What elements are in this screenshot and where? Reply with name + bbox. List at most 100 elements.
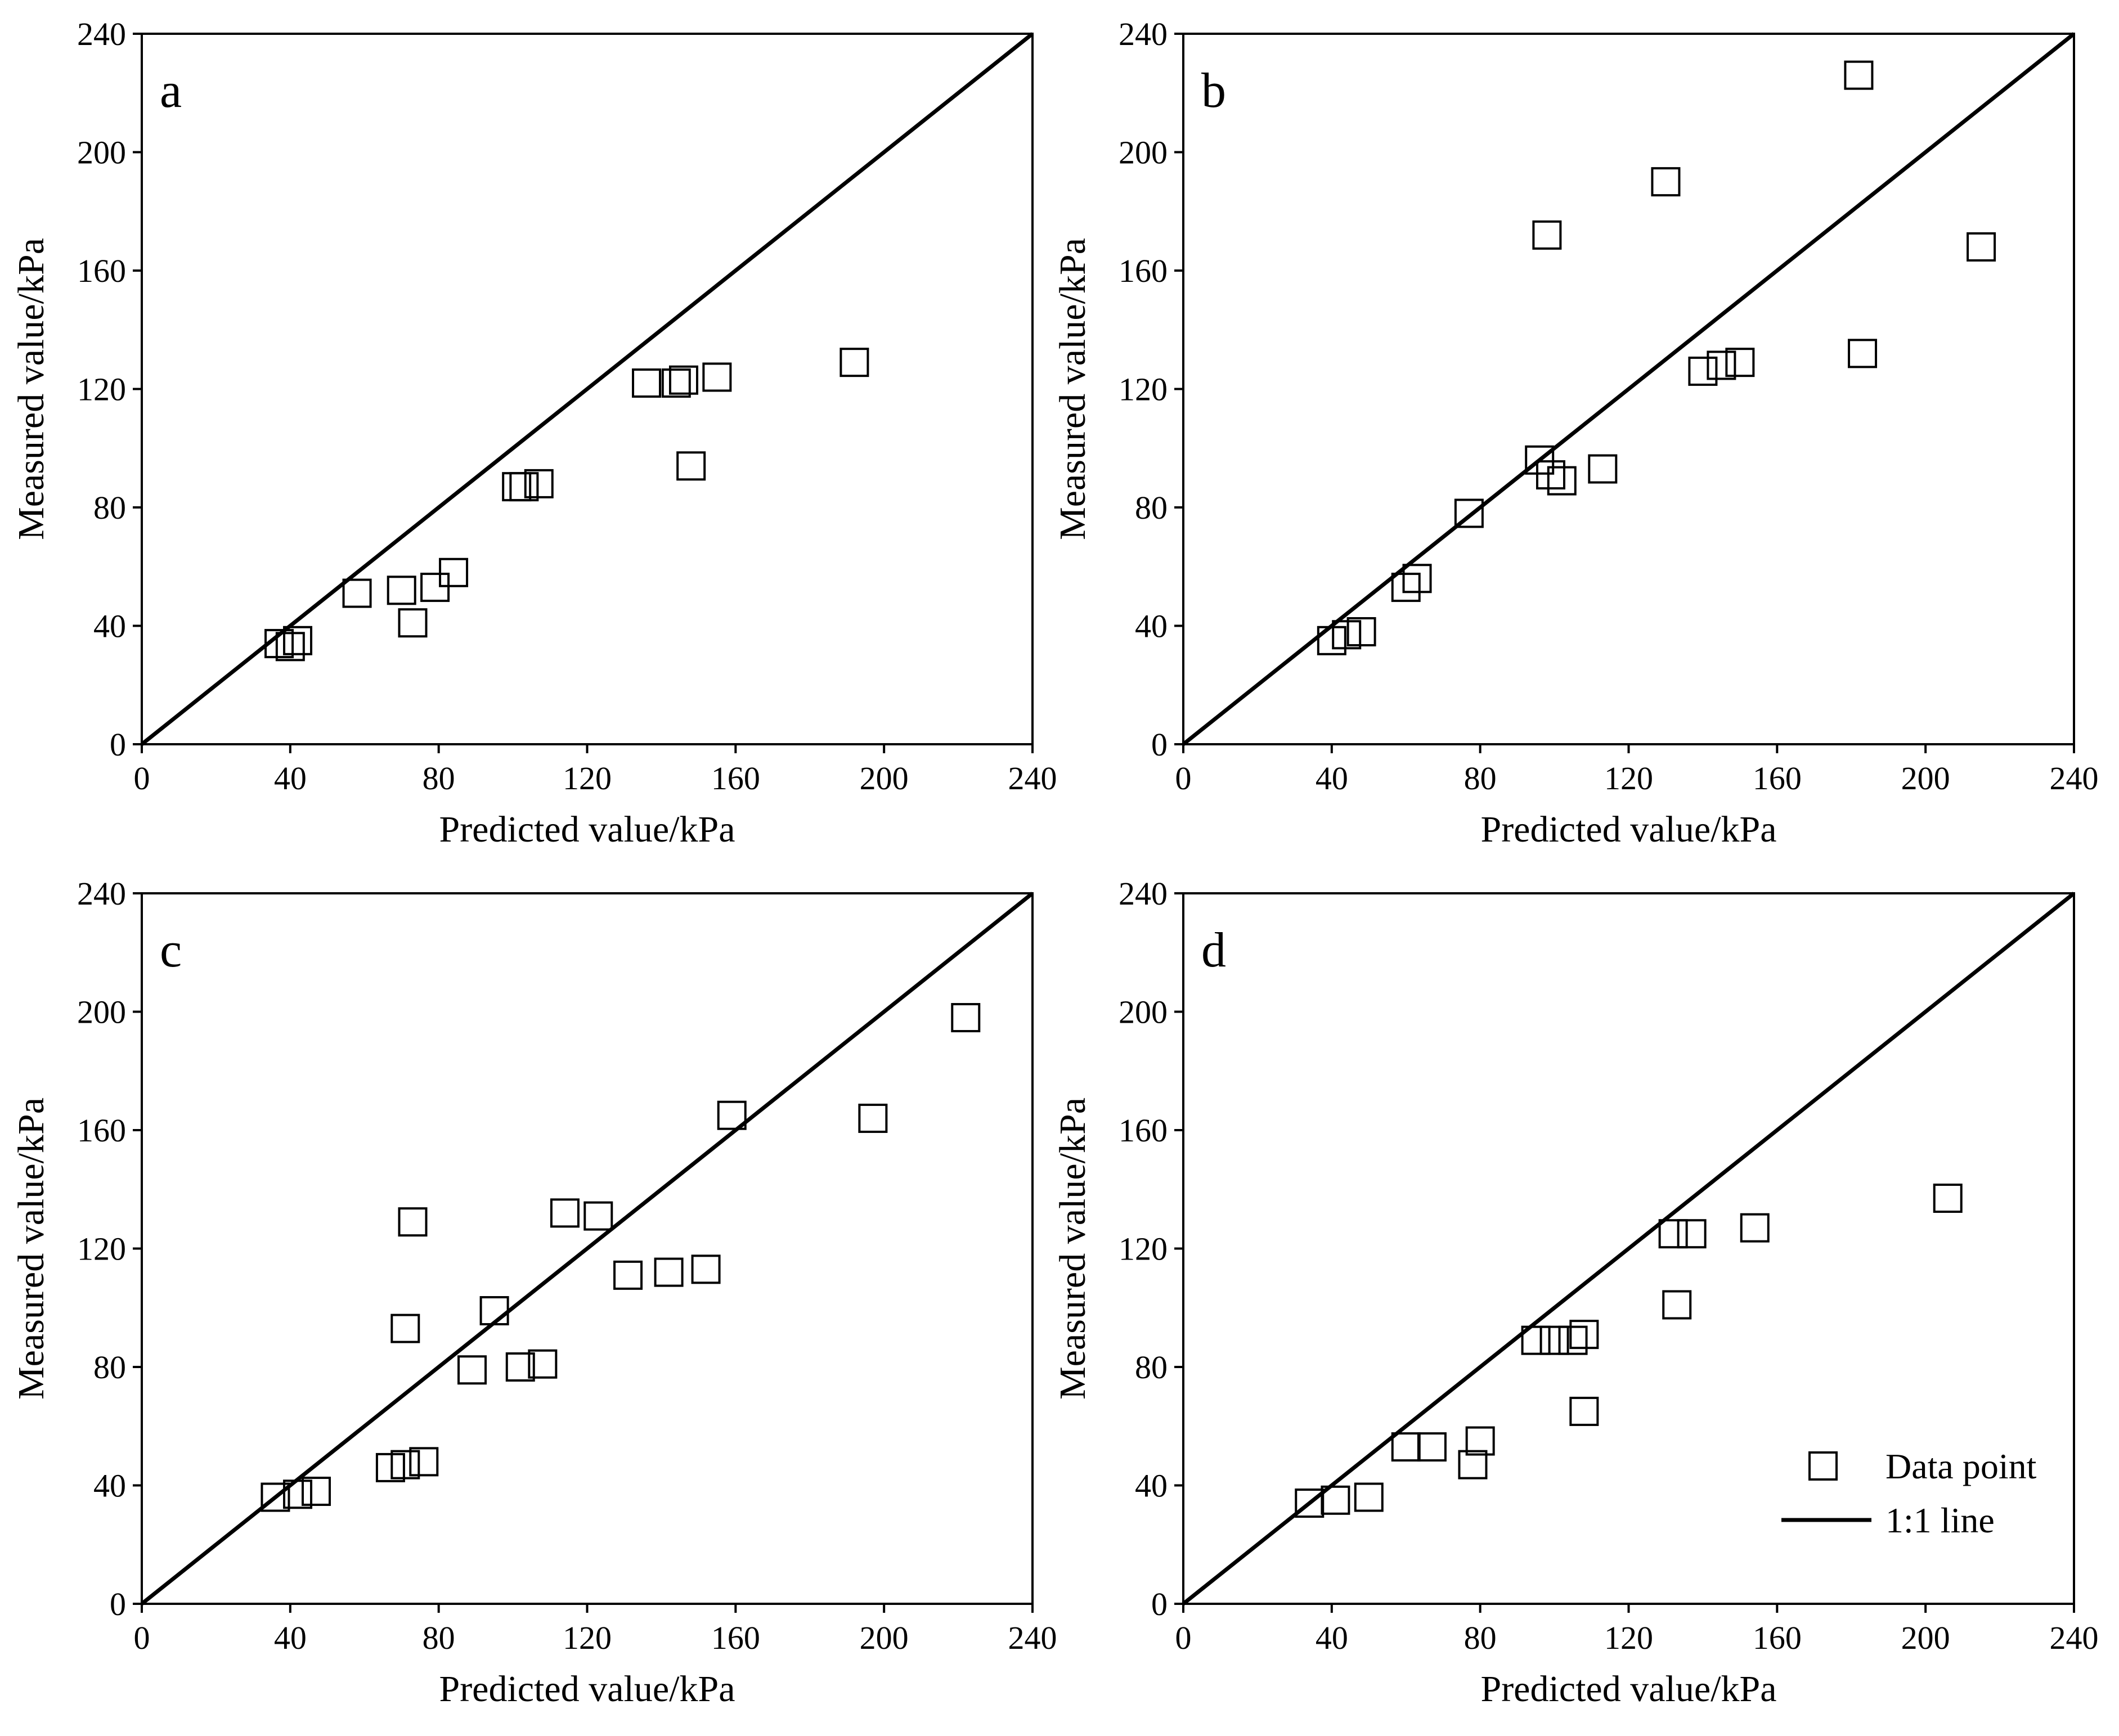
x-tick-label: 200 [860, 1620, 909, 1656]
y-axis-title: Measured value/kPa [11, 238, 52, 540]
data-point [1569, 1320, 1599, 1350]
y-tick-label: 40 [1135, 608, 1168, 645]
one-to-one-line [1182, 892, 2076, 1605]
x-tick-label: 40 [1316, 760, 1348, 797]
x-tick-label: 120 [1604, 1620, 1653, 1656]
data-point [550, 1198, 580, 1228]
y-tick-label: 80 [1135, 489, 1168, 526]
x-tick-label: 40 [274, 760, 307, 797]
y-tick-label: 80 [93, 1349, 126, 1386]
y-tick-label: 0 [1151, 1586, 1168, 1622]
y-tick-label: 40 [93, 608, 126, 645]
data-point [439, 557, 469, 587]
data-point [390, 1314, 420, 1343]
data-point [1465, 1426, 1495, 1456]
data-point [632, 368, 662, 398]
data-point [1454, 498, 1484, 528]
data-point [1539, 1325, 1569, 1355]
data-point [1677, 1219, 1707, 1249]
data-point [1354, 1482, 1384, 1512]
data-point [839, 348, 869, 377]
data-point [676, 451, 706, 481]
y-tick-label: 160 [77, 1112, 126, 1149]
data-point [1967, 232, 1996, 262]
data-point [1391, 1432, 1421, 1462]
panel-label: b [1201, 64, 1226, 118]
data-point [1532, 220, 1562, 250]
data-point [613, 1260, 643, 1290]
data-point [1844, 60, 1874, 90]
data-point [457, 1355, 487, 1385]
one-to-one-line [140, 32, 1034, 746]
y-tick-label: 120 [77, 371, 126, 408]
legend-label: 1:1 line [1885, 1500, 1995, 1540]
data-point [1317, 626, 1346, 655]
data-point [1588, 454, 1618, 484]
x-tick-label: 160 [711, 1620, 760, 1656]
data-point [387, 575, 416, 605]
data-point [1725, 348, 1755, 377]
data-point [1651, 167, 1681, 197]
x-tick-label: 80 [1464, 1620, 1497, 1656]
x-tick-label: 200 [1901, 760, 1950, 797]
panel-label: a [160, 64, 182, 118]
data-point [398, 1207, 428, 1237]
data-point [858, 1103, 888, 1133]
one-to-one-line [1182, 32, 2076, 746]
y-tick-label: 40 [1135, 1468, 1168, 1504]
data-point [505, 1352, 535, 1382]
data-point [1658, 1219, 1688, 1249]
x-tick-label: 80 [1464, 760, 1497, 797]
x-tick-label: 40 [274, 1620, 307, 1656]
data-point [275, 632, 305, 662]
y-tick-label: 0 [1151, 726, 1168, 763]
data-point [668, 365, 698, 395]
x-tick-label: 80 [423, 760, 455, 797]
data-point [1707, 350, 1736, 380]
x-axis-title: Predicted value/kPa [1480, 809, 1776, 850]
data-point [951, 1003, 981, 1033]
data-point [1346, 617, 1376, 647]
data-point [1521, 1325, 1551, 1355]
y-tick-label: 240 [77, 16, 126, 52]
data-point [264, 629, 294, 659]
x-tick-label: 120 [1604, 760, 1653, 797]
data-point [1740, 1213, 1770, 1243]
data-point [1933, 1184, 1963, 1213]
x-tick-label: 160 [1753, 1620, 1802, 1656]
data-point [702, 362, 732, 392]
panel-a: 0 40 80 120 160 200 240 0 40 80 120 160 200 240 Predic… [11, 16, 1057, 850]
y-tick-label: 200 [77, 994, 126, 1031]
y-tick-label: 200 [1119, 994, 1168, 1031]
x-tick-label: 0 [134, 760, 150, 797]
data-point [1458, 1450, 1488, 1479]
data-point [1391, 573, 1421, 602]
x-tick-label: 240 [1008, 760, 1057, 797]
data-point [283, 626, 313, 655]
data-point [409, 1447, 439, 1477]
x-tick-label: 40 [1316, 1620, 1348, 1656]
y-tick-label: 160 [1119, 1112, 1168, 1149]
data-point [1536, 460, 1565, 490]
y-axis-title: Measured value/kPa [1052, 1098, 1093, 1400]
y-tick-label: 160 [1119, 253, 1168, 289]
legend-marker-square [1808, 1451, 1838, 1481]
x-tick-label: 0 [1175, 1620, 1192, 1656]
x-axis-title: Predicted value/kPa [1480, 1668, 1776, 1710]
x-tick-label: 120 [563, 760, 612, 797]
data-point [1332, 620, 1362, 650]
data-point [1688, 356, 1718, 386]
data-point [342, 578, 372, 608]
y-tick-label: 200 [1119, 134, 1168, 171]
data-point [1662, 1290, 1692, 1320]
y-tick-label: 160 [77, 253, 126, 289]
data-point [1402, 564, 1432, 593]
x-tick-label: 120 [563, 1620, 612, 1656]
panel-d: 0 40 80 120 160 200 240 0 40 80 120 160 200 240 Predic… [1052, 875, 2099, 1710]
y-tick-label: 200 [77, 134, 126, 171]
data-point [583, 1201, 613, 1231]
data-point [302, 1477, 331, 1506]
data-point [420, 573, 450, 602]
data-point [1417, 1432, 1447, 1462]
